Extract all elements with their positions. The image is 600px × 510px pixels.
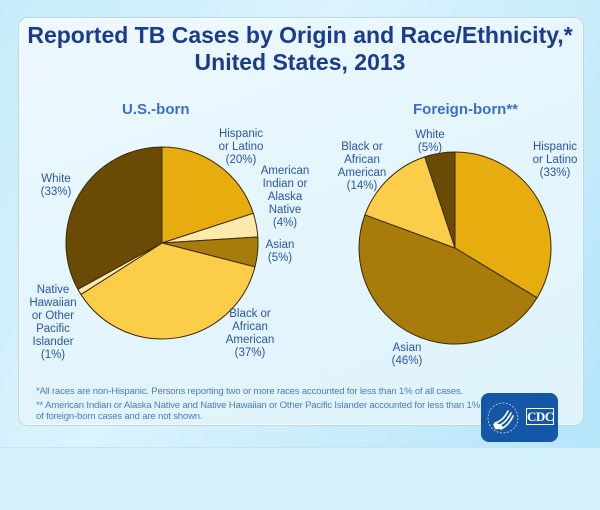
label-line: Black or [229,308,271,320]
fb-label-hispanic: Hispanic or Latino (33%) [533,141,578,179]
fb-label-white: White (5%) [415,129,444,154]
cdc-logo-text: CDC [526,408,554,425]
fb-label-black: Black or African American (14%) [338,141,387,192]
us-label-white: White (33%) [41,173,72,198]
us-label-aian: American Indian or Alaska Native (4%) [261,165,310,229]
us-born-title: U.S.-born [122,101,190,118]
label-line: Native [37,284,70,296]
label-line: Asian [266,239,295,251]
foreign-born-slice-black-or-african-american [364,156,456,249]
label-line: (33%) [41,186,72,198]
chart-title: Reported TB Cases by Origin and Race/Eth… [0,22,600,76]
label-line: Hawaiian [29,297,76,309]
us-label-nhopi: Native Hawaiian or Other Pacific Islander (1%… [29,284,76,361]
foreign-born-slice-hispanic-or-latino [454,151,552,299]
foreign-born-pie [358,151,552,345]
us-born-pie [65,146,259,340]
label-line: (20%) [226,154,257,166]
label-line: (14%) [347,180,378,192]
label-line: American [226,334,275,346]
label-line: (1%) [41,349,65,361]
label-line: (46%) [392,355,423,367]
label-line: (33%) [540,167,571,179]
footnote-1: *All races are non-Hispanic. Persons rep… [36,386,463,397]
foreign-born-title: Foreign-born** [413,101,518,118]
label-line: (5%) [268,252,292,264]
label-line: African [232,321,268,333]
label-line: Alaska [268,191,303,203]
us-born-slice-hispanic-or-latino [161,146,254,244]
label-line: (4%) [273,217,297,229]
label-line: American [338,167,387,179]
hhs-eagle-icon [487,402,519,434]
footnote-2-line-2: of foreign-born cases and are not shown. [36,411,203,422]
label-line: (37%) [235,347,266,359]
label-line: or Other [32,310,74,322]
us-label-asian: Asian (5%) [266,239,295,264]
label-line: Pacific [36,323,70,335]
fb-label-asian: Asian (46%) [392,342,423,367]
label-line: Hispanic [533,141,577,153]
label-line: Islander [33,336,74,348]
title-line-1: Reported TB Cases by Origin and Race/Eth… [27,22,573,48]
label-line: American [261,165,310,177]
foreign-born-slice-white [424,151,456,249]
us-born-slice-white [65,146,163,290]
us-label-hispanic: Hispanic or Latino (20%) [219,128,264,166]
label-line: African [344,154,380,166]
label-line: Hispanic [219,128,263,140]
footnote-2-line-1: ** American Indian or Alaska Native and … [36,400,480,411]
label-line: Asian [393,342,422,354]
label-line: or Latino [219,141,264,153]
label-line: (5%) [418,142,442,154]
label-line: Black or [341,141,383,153]
label-line: Indian or [263,178,308,190]
label-line: White [41,173,70,185]
label-line: White [415,129,444,141]
cdc-logo[interactable]: CDC [481,393,558,442]
title-line-2: United States, 2013 [194,49,406,75]
us-label-black: Black or African American (37%) [226,308,275,359]
label-line: or Latino [533,154,578,166]
foreign-born-slice-asian [358,214,538,345]
label-line: Native [269,204,302,216]
